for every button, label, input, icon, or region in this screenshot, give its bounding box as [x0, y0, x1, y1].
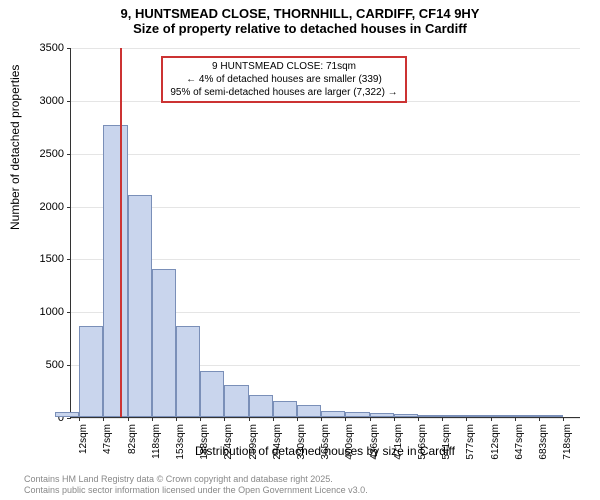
marker-line [120, 48, 122, 417]
histogram-bar [394, 414, 418, 417]
ytick-label: 1500 [14, 253, 64, 265]
ytick-label: 1000 [14, 306, 64, 318]
annotation-box: 9 HUNTSMEAD CLOSE: 71sqm← 4% of detached… [161, 56, 407, 103]
xtick-mark [491, 417, 492, 421]
xtick-mark [200, 417, 201, 421]
ytick-mark [67, 154, 71, 155]
ytick-label: 500 [14, 359, 64, 371]
histogram-bar [152, 269, 176, 417]
histogram-bar [176, 326, 200, 417]
xtick-mark [79, 417, 80, 421]
histogram-bar [539, 415, 563, 417]
ytick-mark [67, 207, 71, 208]
histogram-bar [103, 125, 127, 417]
histogram-bar [55, 412, 79, 417]
xtick-mark [394, 417, 395, 421]
title-line2: Size of property relative to detached ho… [0, 21, 600, 36]
xtick-mark [442, 417, 443, 421]
histogram-bar [370, 413, 394, 417]
ytick-mark [67, 365, 71, 366]
annotation-line1: 9 HUNTSMEAD CLOSE: 71sqm [169, 60, 399, 73]
histogram-bar [418, 415, 442, 417]
x-axis-label: Distribution of detached houses by size … [70, 444, 580, 458]
annotation-line3: 95% of semi-detached houses are larger (… [169, 86, 399, 99]
xtick-mark [418, 417, 419, 421]
ytick-label: 3500 [14, 42, 64, 54]
xtick-mark [466, 417, 467, 421]
histogram-bar [128, 195, 152, 417]
histogram-bar [79, 326, 103, 417]
footer-line1: Contains HM Land Registry data © Crown c… [24, 474, 368, 485]
xtick-mark [515, 417, 516, 421]
ytick-mark [67, 48, 71, 49]
xtick-mark [563, 417, 564, 421]
histogram-bar [345, 412, 369, 417]
xtick-mark [103, 417, 104, 421]
ytick-mark [67, 101, 71, 102]
histogram-bar [321, 411, 345, 417]
footer-line2: Contains public sector information licen… [24, 485, 368, 496]
ytick-label: 3000 [14, 95, 64, 107]
ytick-label: 2500 [14, 148, 64, 160]
plot-area: 9 HUNTSMEAD CLOSE: 71sqm← 4% of detached… [70, 48, 580, 418]
chart-container: 9, HUNTSMEAD CLOSE, THORNHILL, CARDIFF, … [0, 0, 600, 500]
ytick-mark [67, 312, 71, 313]
gridline [71, 418, 580, 419]
annotation-line2: ← 4% of detached houses are smaller (339… [169, 73, 399, 86]
xtick-mark [539, 417, 540, 421]
histogram-bar [515, 415, 539, 417]
title-line1: 9, HUNTSMEAD CLOSE, THORNHILL, CARDIFF, … [0, 6, 600, 21]
ytick-mark [67, 418, 71, 419]
xtick-mark [273, 417, 274, 421]
xtick-mark [321, 417, 322, 421]
xtick-mark [224, 417, 225, 421]
histogram-bar [466, 415, 490, 417]
ytick-mark [67, 259, 71, 260]
histogram-bar [297, 405, 321, 417]
xtick-mark [128, 417, 129, 421]
xtick-mark [297, 417, 298, 421]
xtick-mark [370, 417, 371, 421]
histogram-bar [442, 415, 466, 417]
histogram-bar [249, 395, 273, 417]
ytick-label: 2000 [14, 201, 64, 213]
histogram-bar [273, 401, 297, 417]
histogram-bar [224, 385, 248, 417]
gridline [71, 48, 580, 49]
histogram-bar [200, 371, 224, 418]
gridline [71, 154, 580, 155]
xtick-mark [249, 417, 250, 421]
xtick-mark [152, 417, 153, 421]
histogram-bar [491, 415, 515, 417]
footer: Contains HM Land Registry data © Crown c… [24, 474, 368, 496]
xtick-mark [345, 417, 346, 421]
xtick-mark [176, 417, 177, 421]
chart-title: 9, HUNTSMEAD CLOSE, THORNHILL, CARDIFF, … [0, 0, 600, 36]
